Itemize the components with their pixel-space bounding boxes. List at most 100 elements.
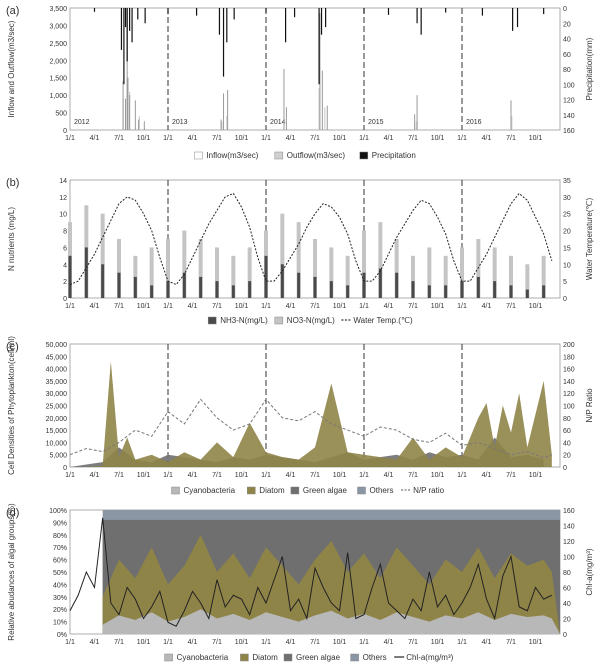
legend-swatch: [240, 653, 249, 662]
y2-tick-label: 35: [563, 178, 571, 185]
x-tick-label: 10/1: [333, 639, 347, 646]
nh3-bar: [378, 268, 382, 298]
y-tick-label: 2,500: [49, 41, 67, 48]
x-tick-label: 4/1: [482, 472, 492, 479]
x-tick-label: 7/1: [212, 639, 222, 646]
y2-tick-label: 160: [563, 508, 575, 515]
y2-tick-label: 60: [563, 428, 571, 435]
diatom-area: [70, 361, 552, 467]
x-tick-label: 4/1: [90, 472, 100, 479]
y2-tick-label: 80: [563, 67, 571, 74]
x-tick-label: 4/1: [384, 303, 394, 310]
y2-tick-label: 140: [563, 524, 575, 531]
y-tick-label: 500: [55, 111, 67, 118]
nh3-bar: [395, 272, 399, 298]
legend-label: Green algae: [303, 486, 348, 495]
x-tick-label: 7/1: [212, 303, 222, 310]
x-tick-label: 1/1: [457, 472, 467, 479]
x-tick-label: 1/1: [65, 472, 75, 479]
precip-bar: [363, 8, 365, 14]
y2-tick-label: 40: [563, 601, 571, 608]
legend-label: Diatom: [259, 486, 285, 495]
x-tick-label: 7/1: [408, 472, 418, 479]
x-tick-label: 4/1: [286, 639, 296, 646]
legend-label: Cyanobacteria: [184, 486, 236, 495]
precip-bar: [325, 8, 327, 28]
x-tick-label: 4/1: [482, 639, 492, 646]
nh3-bar: [444, 285, 448, 298]
inflow-bar: [129, 95, 131, 130]
precip-bar: [93, 8, 96, 12]
y2-tick-label: 200: [563, 342, 575, 349]
legend-swatch: [194, 151, 203, 160]
nh3-bar: [248, 281, 252, 298]
y2-tick-label: 60: [563, 52, 571, 59]
x-tick-label: 7/1: [506, 639, 516, 646]
y-tick-label: 1,500: [49, 76, 67, 83]
legend-label: Chl-a(mg/m³): [406, 653, 453, 662]
inflow-bar: [126, 9, 128, 130]
y-tick-label: 60%: [53, 558, 67, 565]
y-axis-label: Inflow and Outflow(m3/sec): [7, 20, 16, 117]
no3-bar: [378, 222, 383, 298]
x-tick-label: 4/1: [90, 135, 100, 142]
legend-label: Outflow(m3/sec): [287, 151, 346, 160]
y-tick-label: 0: [63, 128, 67, 135]
y-tick-label: 1,000: [49, 93, 67, 100]
no3-bar: [329, 247, 334, 298]
legend-label: Precipitation: [372, 151, 416, 160]
outflow-bar: [324, 107, 326, 130]
precip-bar: [285, 8, 287, 43]
y2-axis-label: Chl-a(mg/m³): [585, 548, 594, 595]
no3-bar: [198, 239, 203, 298]
y-tick-label: 3,000: [49, 23, 67, 30]
legend-label: Green algae: [296, 653, 341, 662]
y2-tick-label: 15: [563, 245, 571, 252]
legend-swatch: [171, 486, 180, 495]
x-tick-label: 1/1: [163, 472, 173, 479]
y-tick-label: 5,000: [49, 453, 67, 460]
x-tick-label: 10/1: [137, 472, 151, 479]
no3-bar: [362, 230, 366, 298]
x-tick-label: 10/1: [333, 135, 347, 142]
precip-bar: [233, 8, 235, 20]
y-tick-label: 20%: [53, 607, 67, 614]
x-tick-label: 4/1: [384, 639, 394, 646]
x-tick-label: 4/1: [286, 472, 296, 479]
x-tick-label: 10/1: [529, 472, 543, 479]
no3-bar: [443, 255, 448, 298]
x-tick-label: 1/1: [261, 639, 271, 646]
x-tick-label: 1/1: [163, 135, 173, 142]
y-tick-label: 50%: [53, 570, 67, 577]
inflow-bar: [122, 81, 124, 130]
no3-bar: [509, 255, 513, 298]
x-tick-label: 1/1: [359, 639, 369, 646]
precip-bar: [543, 8, 545, 15]
nh3-bar: [133, 276, 137, 298]
x-tick-label: 7/1: [408, 303, 418, 310]
nh3-bar: [297, 272, 301, 298]
x-tick-label: 4/1: [482, 303, 492, 310]
nh3-bar: [329, 281, 333, 298]
y-tick-label: 100%: [49, 508, 67, 515]
precip-bar: [516, 8, 519, 28]
inflow-bar: [285, 107, 287, 130]
x-tick-label: 10/1: [529, 135, 543, 142]
precip-bar: [144, 8, 146, 24]
year-label: 2013: [172, 119, 188, 126]
nh3-bar: [525, 289, 529, 298]
inflow-bar: [321, 70, 323, 130]
inflow-bar: [138, 119, 140, 130]
precip-bar: [195, 8, 198, 16]
legend-label: Others: [363, 653, 387, 662]
plot-frame: [69, 7, 561, 131]
nh3-bar: [231, 285, 235, 298]
y2-tick-label: 60: [563, 586, 571, 593]
outflow-bar: [221, 121, 223, 130]
x-tick-label: 10/1: [529, 639, 543, 646]
inflow-bar: [143, 121, 145, 130]
legend-label: NO3-N(mg/L): [287, 316, 335, 325]
x-tick-label: 1/1: [65, 639, 75, 646]
y-tick-label: 10%: [53, 620, 67, 627]
y-tick-label: 0%: [57, 632, 67, 639]
